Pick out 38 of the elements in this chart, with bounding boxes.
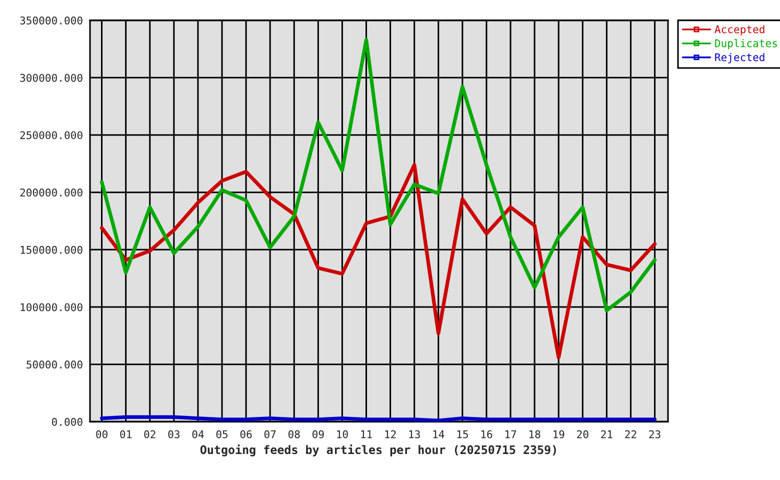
- x-tick-label: 12: [385, 430, 396, 438]
- x-tick-label: 01: [120, 430, 132, 438]
- x-tick-label: 16: [481, 430, 492, 438]
- y-tick-label: 0.000: [52, 418, 82, 426]
- x-tick-label: 08: [288, 430, 300, 438]
- y-tick-label: 150000.000: [20, 246, 82, 254]
- x-tick-label: 11: [361, 430, 372, 438]
- x-tick-label: 22: [625, 430, 636, 438]
- x-tick-label: 02: [144, 430, 156, 438]
- y-tick-label: 350000.000: [20, 16, 82, 24]
- x-tick-label: 09: [312, 430, 324, 438]
- legend-label: Accepted: [714, 25, 764, 36]
- y-tick-label: 50000.000: [26, 360, 82, 369]
- x-tick-label: 10: [337, 430, 348, 438]
- x-tick-label: 23: [649, 430, 660, 438]
- x-tick-label: 21: [601, 430, 612, 438]
- x-tick-label: 03: [168, 430, 180, 438]
- legend-label: Rejected: [715, 53, 764, 64]
- x-axis-title: Outgoing feeds by articles per hour (20250715 2359): [200, 444, 556, 456]
- legend-label: Duplicates: [715, 39, 777, 50]
- x-tick-label: 05: [216, 430, 228, 438]
- x-tick-label: 04: [192, 430, 204, 438]
- x-tick-label: 15: [457, 430, 468, 438]
- x-tick-label: 07: [264, 430, 276, 438]
- x-tick-label: 13: [409, 430, 420, 438]
- x-tick-label: 00: [96, 430, 108, 438]
- y-tick-label: 300000.000: [20, 74, 82, 82]
- line-series: [100, 38, 657, 312]
- x-tick-label: 20: [577, 430, 588, 438]
- x-tick-label: 17: [505, 430, 516, 438]
- x-tick-label: 19: [554, 430, 564, 438]
- y-tick-label: 250000.000: [20, 131, 82, 140]
- y-tick-label: 200000.000: [20, 188, 82, 197]
- x-tick-label: 14: [433, 430, 444, 438]
- y-tick-label: 100000.000: [20, 303, 82, 312]
- x-tick-label: 06: [240, 430, 252, 438]
- line-series: [100, 163, 657, 360]
- x-tick-label: 18: [529, 430, 540, 438]
